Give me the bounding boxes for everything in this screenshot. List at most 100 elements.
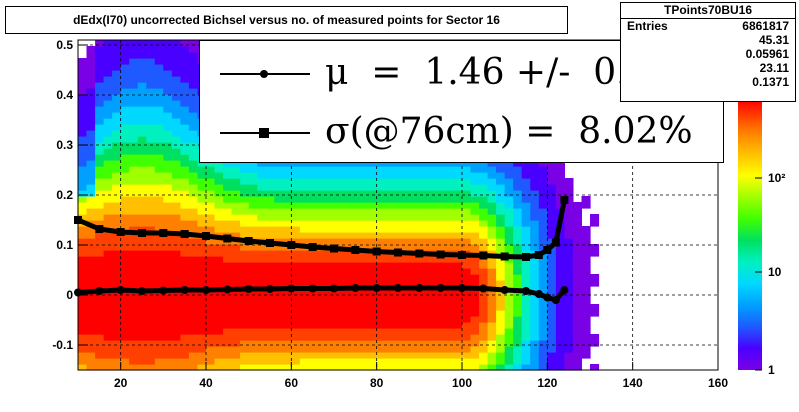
heatmap-cell <box>572 262 582 269</box>
series-segment <box>525 288 540 297</box>
x-tick-label: 100 <box>452 376 472 390</box>
heatmap-cell <box>299 364 309 371</box>
heatmap-cell <box>240 310 250 317</box>
heatmap-cell <box>393 196 403 203</box>
heatmap-cell <box>146 58 156 65</box>
heatmap-cell <box>368 298 378 305</box>
heatmap-cell <box>240 250 250 257</box>
heatmap-cell <box>197 220 207 227</box>
heatmap-cell <box>163 76 173 83</box>
heatmap-cell <box>547 214 557 221</box>
heatmap-cell <box>180 64 190 71</box>
heatmap-cell <box>368 232 378 239</box>
heatmap-cell <box>240 220 250 227</box>
heatmap-cell <box>291 304 301 311</box>
heatmap-cell <box>402 352 412 359</box>
heatmap-cell <box>214 352 224 359</box>
heatmap-cell <box>188 124 198 131</box>
heatmap-cell <box>376 226 386 233</box>
heatmap-cell <box>359 226 369 233</box>
heatmap-cell <box>180 202 190 209</box>
heatmap-cell <box>129 274 139 281</box>
z-tick-label: 1 <box>768 363 775 377</box>
heatmap-cell <box>376 358 386 365</box>
heatmap-cell <box>393 256 403 263</box>
heatmap-cell <box>291 172 301 179</box>
heatmap-cell <box>538 160 548 167</box>
heatmap-cell <box>265 364 275 371</box>
heatmap-cell <box>487 178 497 185</box>
heatmap-cell <box>376 244 386 251</box>
heatmap-cell <box>103 124 113 131</box>
heatmap-cell <box>496 352 506 359</box>
heatmap-cell <box>351 274 361 281</box>
heatmap-cell <box>538 346 548 353</box>
heatmap-cell <box>572 280 582 287</box>
heatmap-cell <box>86 226 96 233</box>
heatmap-cell <box>231 178 241 185</box>
heatmap-cell <box>171 352 181 359</box>
heatmap-cell <box>410 322 420 329</box>
heatmap-cell <box>504 340 514 347</box>
heatmap-cell <box>112 52 122 59</box>
heatmap-cell <box>78 274 88 281</box>
heatmap-cell <box>547 190 557 197</box>
heatmap-cell <box>120 334 130 341</box>
heatmap-cell <box>299 172 309 179</box>
heatmap-cell <box>78 226 88 233</box>
heatmap-cell <box>470 328 480 335</box>
heatmap-cell <box>274 250 284 257</box>
heatmap-cell <box>462 160 472 167</box>
heatmap-cell <box>180 58 190 65</box>
heatmap-cell <box>223 292 233 299</box>
heatmap-cell <box>154 40 164 47</box>
heatmap-cell <box>402 298 412 305</box>
heatmap-cell <box>402 340 412 347</box>
heatmap-cell <box>487 238 497 245</box>
heatmap-cell <box>129 262 139 269</box>
heatmap-cell <box>137 316 147 323</box>
heatmap-cell <box>154 46 164 53</box>
heatmap-cell <box>547 358 557 365</box>
heatmap-cell <box>504 232 514 239</box>
heatmap-cell <box>78 154 88 161</box>
heatmap-cell <box>171 322 181 329</box>
heatmap-cell <box>257 340 267 347</box>
heatmap-cell <box>359 184 369 191</box>
heatmap-cell <box>112 82 122 89</box>
heatmap-cell <box>419 340 429 347</box>
heatmap-cell <box>427 196 437 203</box>
heatmap-cell <box>368 316 378 323</box>
heatmap-cell <box>316 358 326 365</box>
heatmap-cell <box>316 250 326 257</box>
heatmap-cell <box>410 238 420 245</box>
heatmap-cell <box>223 172 233 179</box>
heatmap-cell <box>137 106 147 113</box>
y-tick-label: 0.3 <box>56 138 73 152</box>
heatmap-cell <box>299 268 309 275</box>
heatmap-cell <box>496 160 506 167</box>
heatmap-cell <box>504 226 514 233</box>
heatmap-cell <box>325 262 335 269</box>
heatmap-cell <box>265 274 275 281</box>
heatmap-cell <box>487 250 497 257</box>
heatmap-cell <box>206 196 216 203</box>
heatmap-cell <box>368 244 378 251</box>
heatmap-cell <box>223 250 233 257</box>
heatmap-cell <box>282 208 292 215</box>
heatmap-cell <box>487 316 497 323</box>
heatmap-cell <box>248 328 258 335</box>
heatmap-cell <box>274 322 284 329</box>
heatmap-cell <box>146 52 156 59</box>
heatmap-cell <box>112 46 122 53</box>
heatmap-cell <box>572 244 582 251</box>
heatmap-cell <box>86 46 96 53</box>
heatmap-cell <box>547 346 557 353</box>
heatmap-cell <box>180 322 190 329</box>
heatmap-cell <box>137 262 147 269</box>
heatmap-cell <box>197 310 207 317</box>
heatmap-cell <box>453 322 463 329</box>
heatmap-cell <box>334 274 344 281</box>
heatmap-cell <box>334 298 344 305</box>
heatmap-cell <box>163 118 173 125</box>
